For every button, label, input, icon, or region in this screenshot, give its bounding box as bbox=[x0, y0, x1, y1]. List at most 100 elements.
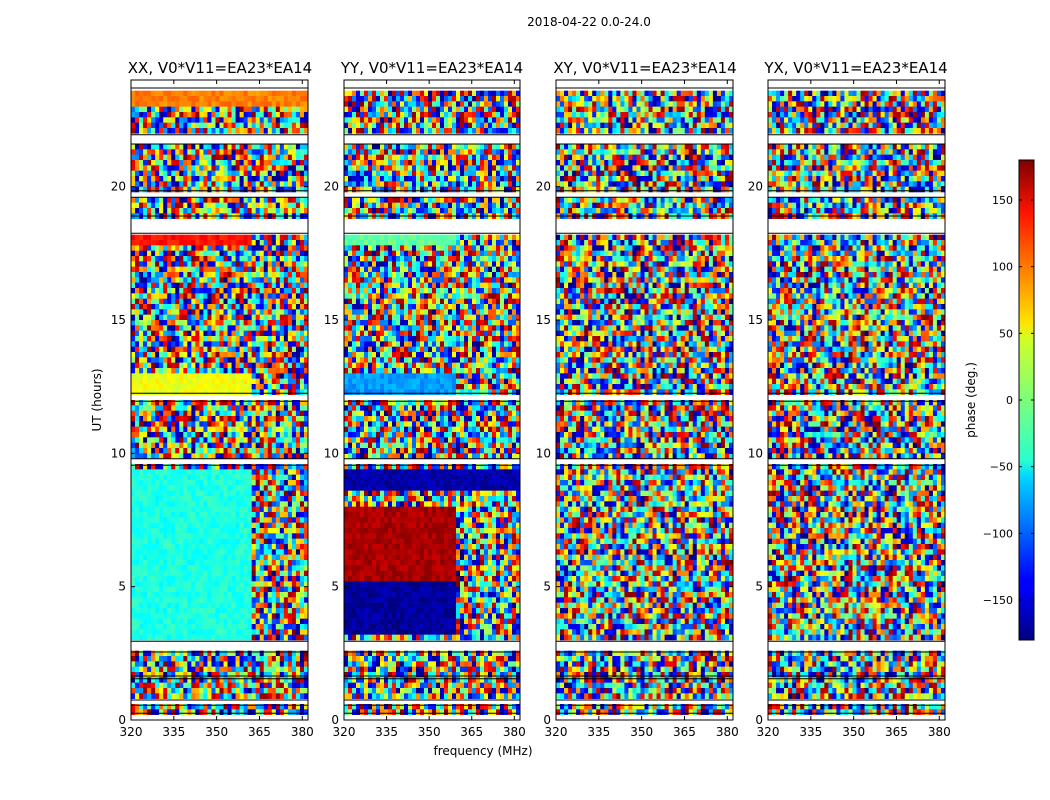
heatmap-cell bbox=[135, 208, 140, 214]
heatmap-cell bbox=[215, 282, 220, 289]
heatmap-cell bbox=[131, 661, 136, 667]
heatmap-cell bbox=[251, 304, 256, 310]
heatmap-cell bbox=[275, 682, 281, 689]
heatmap-cell bbox=[151, 704, 156, 710]
heatmap-cell bbox=[516, 90, 521, 97]
heatmap-cell bbox=[283, 624, 289, 630]
heatmap-cell bbox=[344, 96, 349, 102]
heatmap-cell bbox=[179, 517, 184, 523]
heatmap-cell bbox=[235, 613, 240, 619]
heatmap-cell bbox=[235, 304, 240, 310]
heatmap-cell bbox=[267, 602, 273, 609]
heatmap-cell bbox=[247, 693, 252, 699]
heatmap-cell bbox=[299, 154, 305, 161]
heatmap-cell bbox=[283, 298, 289, 305]
heatmap-cell bbox=[183, 709, 188, 715]
heatmap-cell bbox=[159, 325, 164, 331]
heatmap-cell bbox=[171, 448, 176, 454]
heatmap-cell bbox=[484, 96, 489, 102]
heatmap-cell bbox=[259, 549, 265, 555]
heatmap-cell bbox=[267, 405, 273, 411]
heatmap-cell bbox=[219, 288, 224, 294]
heatmap-cell bbox=[191, 656, 196, 662]
heatmap-cell bbox=[139, 442, 144, 449]
heatmap-cell bbox=[243, 538, 248, 545]
heatmap-cell bbox=[139, 186, 144, 193]
heatmap-cell bbox=[215, 602, 220, 609]
heatmap-cell bbox=[143, 442, 148, 449]
heatmap-cell bbox=[295, 682, 301, 689]
heatmap-cell bbox=[171, 112, 176, 118]
heatmap-cell bbox=[259, 170, 265, 177]
heatmap-cell bbox=[492, 96, 497, 102]
heatmap-cell bbox=[283, 464, 289, 470]
heatmap-cell bbox=[215, 336, 220, 342]
heatmap-cell bbox=[159, 517, 164, 523]
heatmap-cell bbox=[199, 666, 204, 673]
heatmap-cell bbox=[163, 474, 168, 481]
heatmap-cell bbox=[239, 656, 244, 662]
heatmap-cell bbox=[243, 709, 248, 715]
heatmap-cell bbox=[175, 512, 180, 518]
heatmap-cell bbox=[303, 602, 309, 609]
heatmap-cell bbox=[488, 112, 493, 118]
heatmap-cell bbox=[219, 656, 224, 662]
heatmap-cell bbox=[271, 538, 277, 545]
heatmap-cell bbox=[303, 634, 309, 641]
heatmap-cell bbox=[147, 362, 152, 369]
heatmap-cell bbox=[135, 581, 140, 587]
heatmap-cell bbox=[283, 197, 289, 203]
heatmap-cell bbox=[151, 240, 156, 246]
heatmap-cell bbox=[255, 293, 261, 299]
heatmap-cell bbox=[143, 272, 148, 278]
heatmap-cell bbox=[219, 672, 224, 678]
heatmap-cell bbox=[183, 682, 188, 689]
heatmap-cell bbox=[275, 501, 281, 507]
heatmap-cell bbox=[175, 506, 180, 513]
heatmap-cell bbox=[239, 320, 244, 326]
heatmap-cell bbox=[163, 170, 168, 177]
heatmap-cell bbox=[227, 293, 232, 299]
heatmap-cell bbox=[251, 602, 256, 609]
heatmap-cell bbox=[143, 688, 148, 694]
heatmap-cell bbox=[139, 272, 144, 278]
heatmap-cell bbox=[183, 336, 188, 342]
heatmap-cell bbox=[155, 106, 160, 113]
heatmap-cell bbox=[207, 170, 212, 177]
heatmap-cell bbox=[239, 261, 244, 267]
heatmap-cell bbox=[243, 245, 248, 251]
heatmap-cell bbox=[223, 506, 228, 513]
heatmap-cell bbox=[291, 405, 297, 411]
heatmap-cell bbox=[420, 101, 425, 107]
heatmap-cell bbox=[175, 272, 180, 278]
heatmap-cell bbox=[352, 112, 357, 118]
heatmap-cell bbox=[175, 469, 180, 475]
heatmap-cell bbox=[219, 160, 224, 166]
heatmap-cell bbox=[203, 389, 208, 395]
heatmap-cell bbox=[155, 165, 160, 171]
heatmap-cell bbox=[299, 704, 305, 710]
heatmap-cell bbox=[215, 485, 220, 491]
heatmap-cell bbox=[207, 314, 212, 321]
heatmap-cell bbox=[171, 266, 176, 273]
heatmap-cell bbox=[131, 282, 136, 289]
heatmap-cell bbox=[243, 154, 248, 161]
heatmap-cell bbox=[484, 112, 489, 118]
heatmap-cell bbox=[183, 570, 188, 577]
heatmap-cell bbox=[155, 282, 160, 289]
heatmap-cell bbox=[508, 101, 513, 107]
heatmap-cell bbox=[267, 586, 273, 593]
heatmap-cell bbox=[235, 368, 240, 374]
heatmap-cell bbox=[151, 96, 156, 102]
heatmap-cell bbox=[171, 160, 176, 166]
heatmap-cell bbox=[263, 101, 269, 107]
heatmap-cell bbox=[287, 117, 293, 123]
heatmap-cell bbox=[243, 384, 248, 390]
heatmap-cell bbox=[219, 197, 224, 203]
heatmap-cell bbox=[279, 176, 285, 182]
heatmap-cell bbox=[291, 672, 297, 678]
heatmap-cell bbox=[231, 128, 236, 134]
heatmap-cell bbox=[247, 656, 252, 662]
heatmap-cell bbox=[239, 272, 244, 278]
